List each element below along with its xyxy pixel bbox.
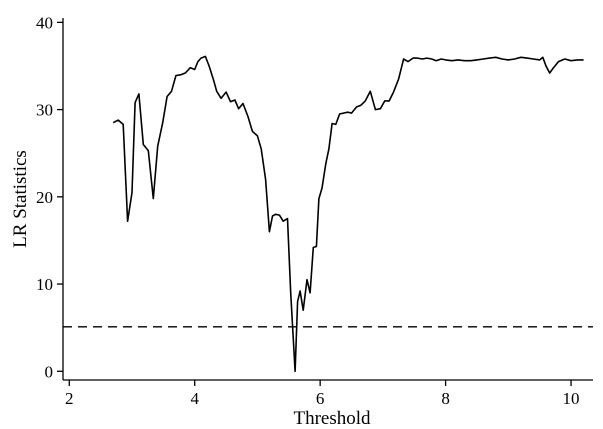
y-tick-label: 20 xyxy=(36,188,53,207)
y-axis-title: LR Statistics xyxy=(10,150,31,248)
x-tick-label: 10 xyxy=(563,389,580,408)
x-ticks: 2 4 6 8 10 xyxy=(65,380,580,408)
x-tick-label: 4 xyxy=(190,389,199,408)
y-tick-label: 30 xyxy=(36,101,53,120)
y-tick-label: 0 xyxy=(45,362,54,381)
y-ticks: 0 10 20 30 40 xyxy=(36,13,63,381)
x-tick-label: 8 xyxy=(441,389,450,408)
x-tick-label: 2 xyxy=(65,389,74,408)
x-tick-label: 6 xyxy=(316,389,325,408)
x-axis-title: Threshold xyxy=(293,408,371,429)
x-axis: 2 4 6 8 10 xyxy=(63,379,593,408)
y-tick-label: 40 xyxy=(36,13,53,32)
y-axis: 0 10 20 30 40 xyxy=(36,13,64,381)
y-tick-label: 10 xyxy=(36,275,53,294)
lr-statistics-line xyxy=(112,55,584,373)
series-layer xyxy=(63,55,593,373)
